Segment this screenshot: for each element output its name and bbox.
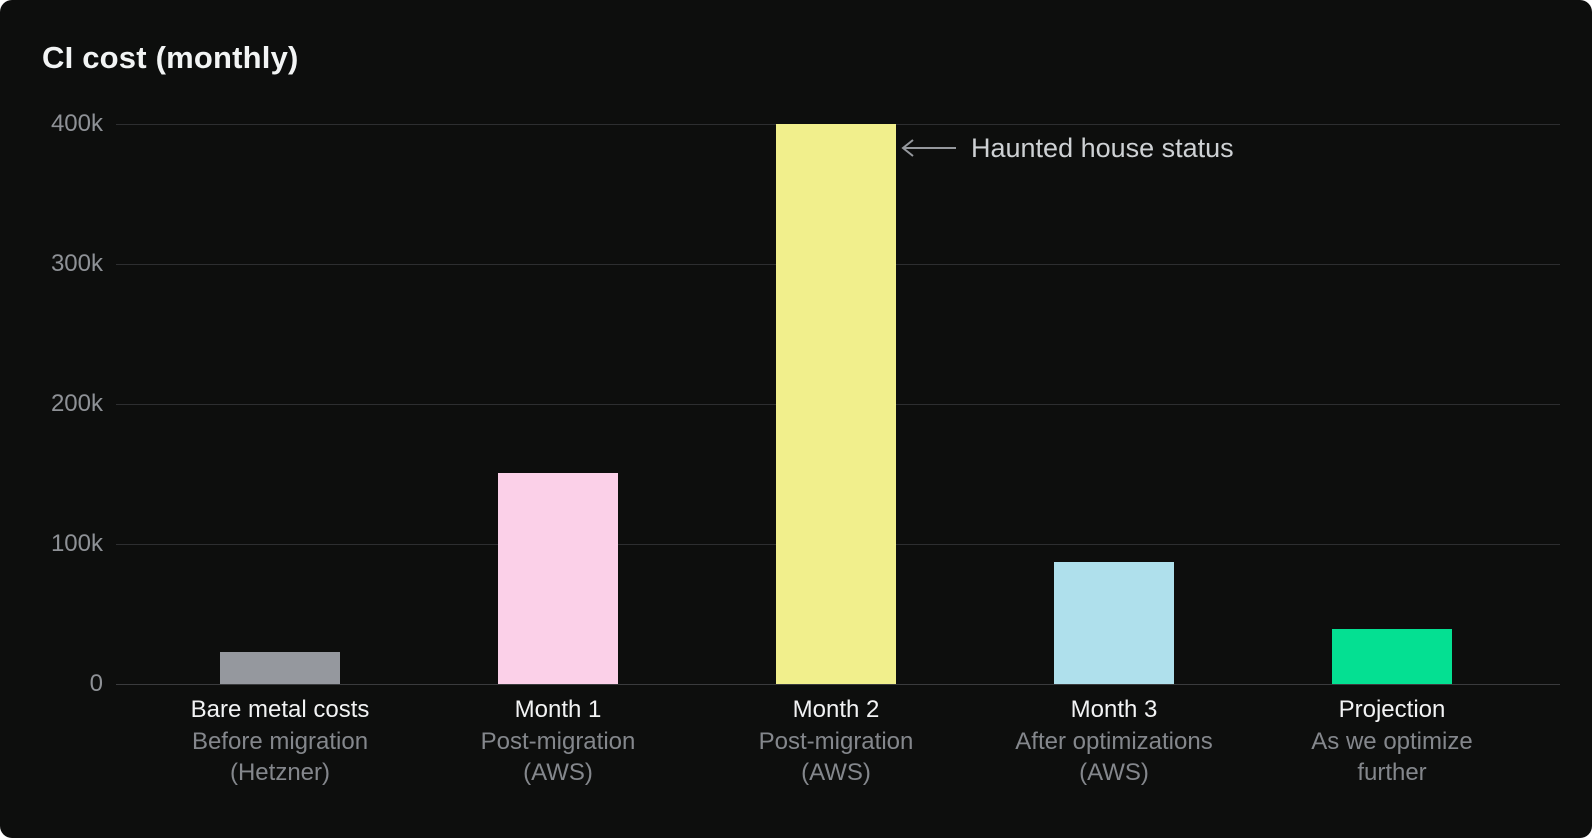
- category-subtitle: After optimizations: [1015, 728, 1213, 755]
- category-subtitle: (AWS): [1079, 759, 1149, 786]
- category-name: Month 2: [792, 696, 880, 723]
- category-subtitle: (AWS): [523, 759, 593, 786]
- category-subtitle: (Hetzner): [229, 759, 331, 786]
- category-subtitle: Post-migration: [758, 728, 914, 755]
- category-name: Month 1: [514, 696, 602, 723]
- y-tick-300k: 300k: [50, 250, 103, 277]
- bar-bare-metal-costs: [220, 651, 340, 684]
- bar-month-3: [1054, 562, 1174, 684]
- category-subtitle: Before migration: [191, 728, 369, 755]
- category-subtitle: Post-migration: [480, 728, 636, 755]
- y-tick-0: 0: [89, 670, 103, 697]
- y-tick-100k: 100k: [50, 530, 103, 557]
- left-arrow-icon: [901, 139, 956, 157]
- category-subtitle: further: [1357, 759, 1427, 786]
- y-tick-400k: 400k: [50, 110, 103, 137]
- x-label-bare-metal-costs: Bare metal costs Before migration (Hetzner…: [130, 694, 430, 788]
- x-label-month-2: Month 2 Post-migration (AWS): [686, 694, 986, 788]
- y-tick-200k: 200k: [50, 390, 103, 417]
- gridline-0: [116, 684, 1560, 685]
- annotation-text: Haunted house status: [971, 133, 1234, 163]
- category-subtitle: As we optimize: [1311, 728, 1473, 755]
- bar-month-2: [776, 124, 896, 684]
- x-label-projection: Projection As we optimize further: [1242, 694, 1542, 788]
- x-label-month-3: Month 3 After optimizations (AWS): [964, 694, 1264, 788]
- category-name: Month 3: [1070, 696, 1158, 723]
- category-subtitle: (AWS): [801, 759, 871, 786]
- chart-title: CI cost (monthly): [42, 40, 299, 75]
- category-name: Projection: [1338, 696, 1446, 723]
- bar-projection: [1332, 629, 1452, 684]
- category-name: Bare metal costs: [190, 696, 370, 723]
- bar-month-1: [498, 472, 618, 684]
- x-label-month-1: Month 1 Post-migration (AWS): [408, 694, 708, 788]
- annotation: Haunted house status: [898, 132, 1234, 164]
